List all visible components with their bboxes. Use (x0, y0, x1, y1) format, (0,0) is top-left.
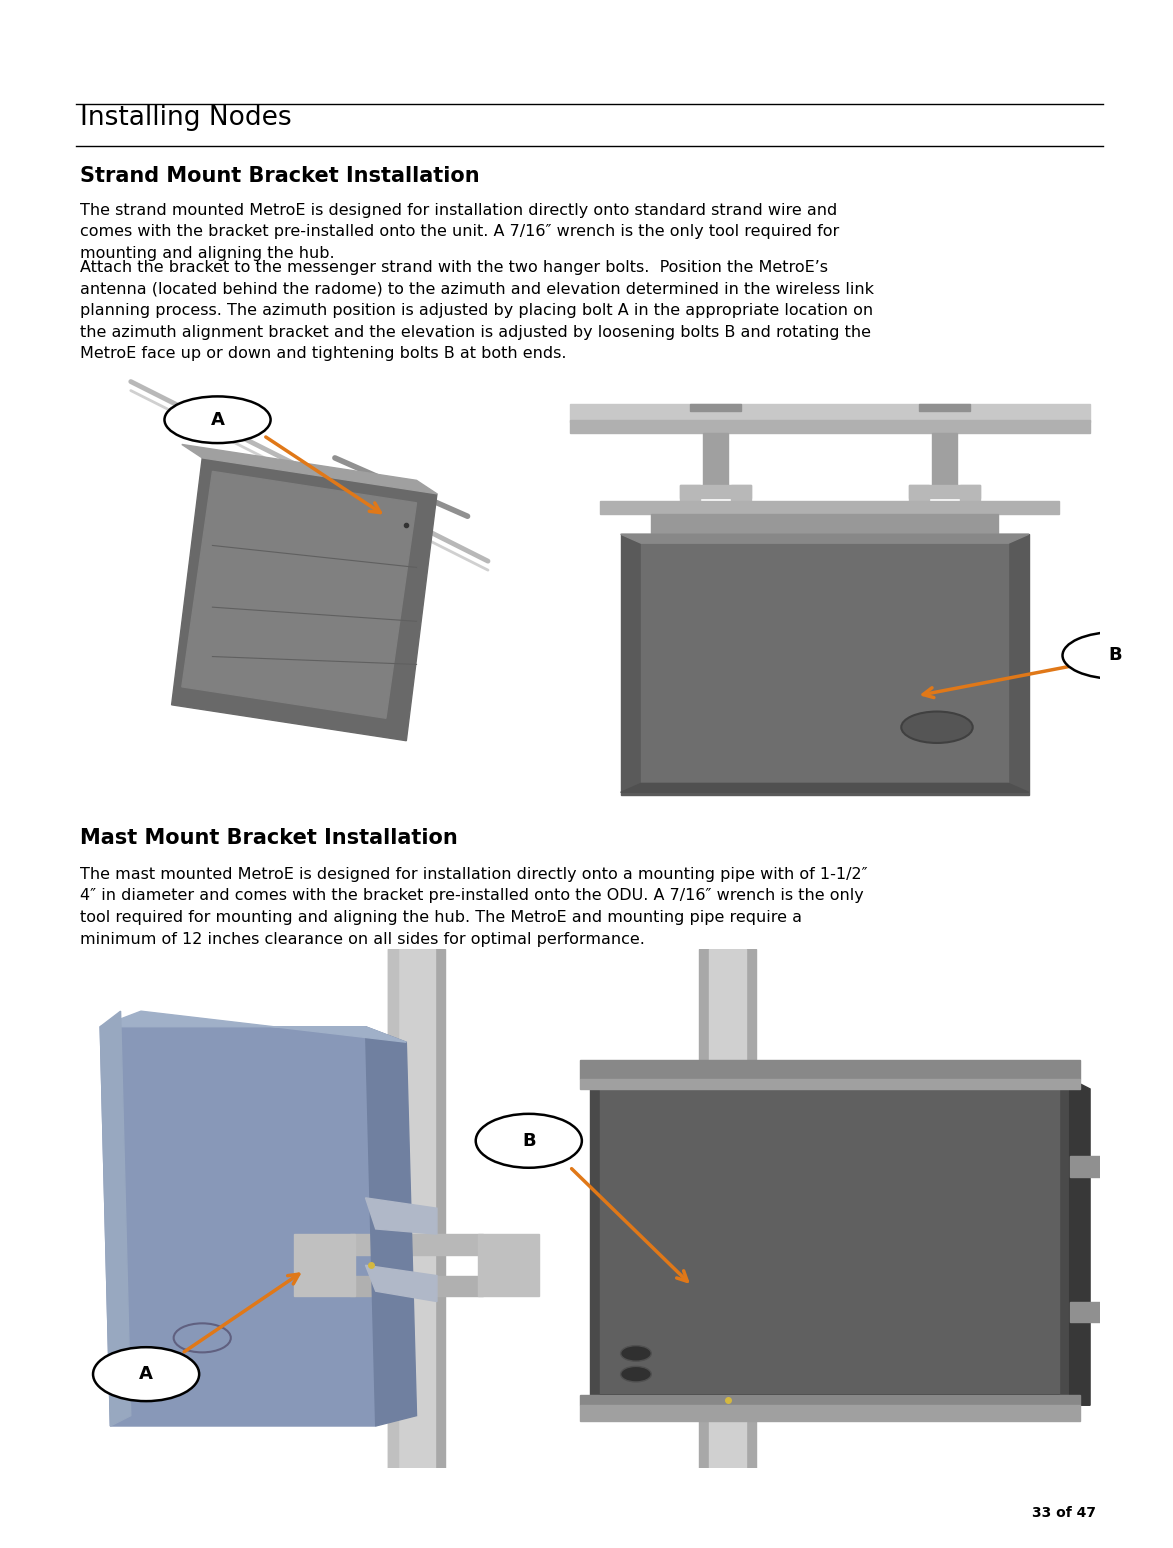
Polygon shape (621, 534, 1029, 543)
Polygon shape (699, 949, 757, 1468)
Polygon shape (182, 444, 436, 494)
Polygon shape (388, 949, 445, 1468)
Polygon shape (590, 1079, 1070, 1406)
Polygon shape (601, 1088, 1059, 1395)
Polygon shape (918, 404, 970, 410)
Text: A: A (140, 1365, 152, 1384)
Circle shape (901, 712, 972, 743)
Polygon shape (579, 1060, 1080, 1079)
Polygon shape (100, 1011, 406, 1042)
Polygon shape (294, 1234, 355, 1296)
Polygon shape (651, 514, 998, 534)
Text: Attach the bracket to the messenger strand with the two hanger bolts.  Position : Attach the bracket to the messenger stra… (80, 260, 874, 362)
Polygon shape (590, 1079, 1070, 1088)
Polygon shape (1070, 1156, 1111, 1176)
Circle shape (164, 396, 271, 443)
Polygon shape (703, 433, 727, 489)
Polygon shape (366, 1198, 436, 1234)
Polygon shape (679, 485, 700, 520)
Polygon shape (100, 1026, 375, 1426)
Polygon shape (590, 1395, 1070, 1402)
Polygon shape (579, 1079, 1080, 1088)
Polygon shape (570, 420, 1090, 433)
Polygon shape (731, 485, 751, 520)
Polygon shape (710, 949, 746, 1468)
Text: B: B (1108, 647, 1123, 664)
Polygon shape (477, 1234, 538, 1296)
Polygon shape (1070, 1302, 1111, 1322)
Polygon shape (366, 1026, 416, 1426)
Polygon shape (171, 458, 436, 741)
Text: Installing Nodes: Installing Nodes (80, 105, 291, 132)
Polygon shape (398, 949, 435, 1468)
Circle shape (93, 1347, 199, 1401)
Polygon shape (640, 543, 1009, 786)
Polygon shape (601, 500, 1059, 514)
Polygon shape (679, 485, 751, 498)
Polygon shape (621, 534, 1029, 794)
Text: Mast Mount Bracket Installation: Mast Mount Bracket Installation (80, 828, 457, 848)
Circle shape (1063, 632, 1168, 678)
Polygon shape (690, 404, 741, 410)
Polygon shape (579, 1395, 1080, 1406)
Text: The strand mounted MetroE is designed for installation directly onto standard st: The strand mounted MetroE is designed fo… (80, 203, 839, 262)
Polygon shape (960, 485, 981, 520)
Circle shape (621, 1345, 651, 1361)
Text: 33 of 47: 33 of 47 (1032, 1506, 1097, 1520)
Polygon shape (351, 1234, 483, 1255)
Polygon shape (570, 404, 1090, 423)
Polygon shape (182, 471, 416, 718)
Polygon shape (933, 433, 957, 489)
Circle shape (621, 1367, 651, 1382)
Text: Strand Mount Bracket Installation: Strand Mount Bracket Installation (80, 166, 480, 186)
Text: B: B (522, 1132, 536, 1150)
Polygon shape (579, 1406, 1080, 1421)
Polygon shape (351, 1276, 483, 1296)
Circle shape (476, 1115, 582, 1167)
Polygon shape (909, 485, 929, 520)
Text: The mast mounted MetroE is designed for installation directly onto a mounting pi: The mast mounted MetroE is designed for … (80, 867, 867, 947)
Polygon shape (100, 1011, 131, 1426)
Text: A: A (211, 410, 224, 429)
Polygon shape (388, 949, 398, 1468)
Polygon shape (1070, 1079, 1090, 1406)
Polygon shape (909, 485, 981, 498)
Polygon shape (366, 1265, 436, 1302)
Polygon shape (621, 783, 1029, 793)
